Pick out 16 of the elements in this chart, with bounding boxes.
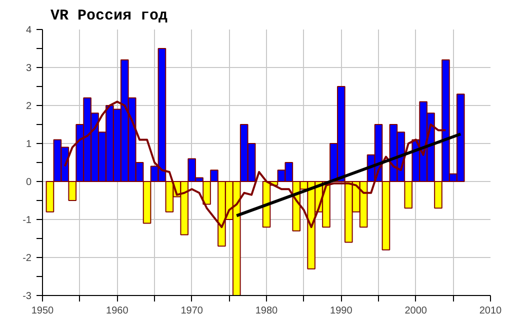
x-tick-label: 1990 [330, 306, 353, 316]
x-tick-label: 1950 [31, 306, 54, 316]
y-tick-label: 0 [26, 177, 32, 188]
x-tick-label: 1970 [180, 306, 204, 316]
y-tick-label: 3 [26, 63, 32, 74]
y-tick-label: -1 [22, 215, 32, 226]
y-tick-label: 2 [26, 101, 32, 112]
y-tick-label: -2 [22, 253, 32, 264]
x-tick-label: 2000 [404, 306, 428, 316]
x-tick-label: 1960 [106, 306, 129, 316]
y-tick-label: 1 [26, 139, 32, 150]
y-tick-label: -3 [22, 291, 32, 302]
x-tick-label: 1980 [255, 306, 278, 316]
chart-title: VR Россия год [50, 8, 168, 24]
y-tick-label: 4 [26, 25, 32, 36]
x-tick-label: 2010 [479, 306, 502, 316]
